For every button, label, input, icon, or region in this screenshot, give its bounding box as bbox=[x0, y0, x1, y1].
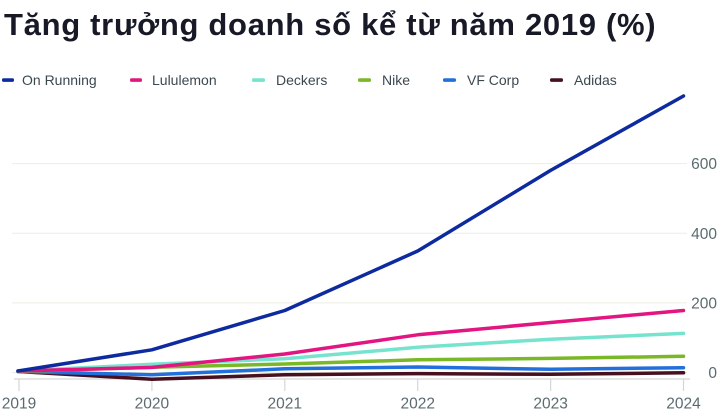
svg-text:On Running: On Running bbox=[22, 72, 97, 88]
svg-text:2024: 2024 bbox=[666, 396, 701, 413]
svg-text:2019: 2019 bbox=[2, 396, 36, 413]
svg-text:2023: 2023 bbox=[533, 396, 567, 413]
svg-text:VF Corp: VF Corp bbox=[467, 72, 519, 88]
svg-text:Nike: Nike bbox=[382, 72, 410, 88]
svg-text:2020: 2020 bbox=[135, 396, 170, 413]
svg-text:2021: 2021 bbox=[268, 396, 302, 413]
svg-text:200: 200 bbox=[691, 295, 717, 312]
svg-text:Lululemon: Lululemon bbox=[152, 72, 217, 88]
svg-text:2022: 2022 bbox=[400, 396, 434, 413]
svg-text:Adidas: Adidas bbox=[574, 72, 617, 88]
svg-text:600: 600 bbox=[691, 156, 717, 173]
svg-text:0: 0 bbox=[708, 365, 717, 382]
svg-text:400: 400 bbox=[691, 226, 717, 243]
svg-text:Deckers: Deckers bbox=[276, 72, 327, 88]
svg-text:Tăng trưởng doanh số kể từ năm: Tăng trưởng doanh số kể từ năm 2019 (%) bbox=[4, 7, 656, 42]
